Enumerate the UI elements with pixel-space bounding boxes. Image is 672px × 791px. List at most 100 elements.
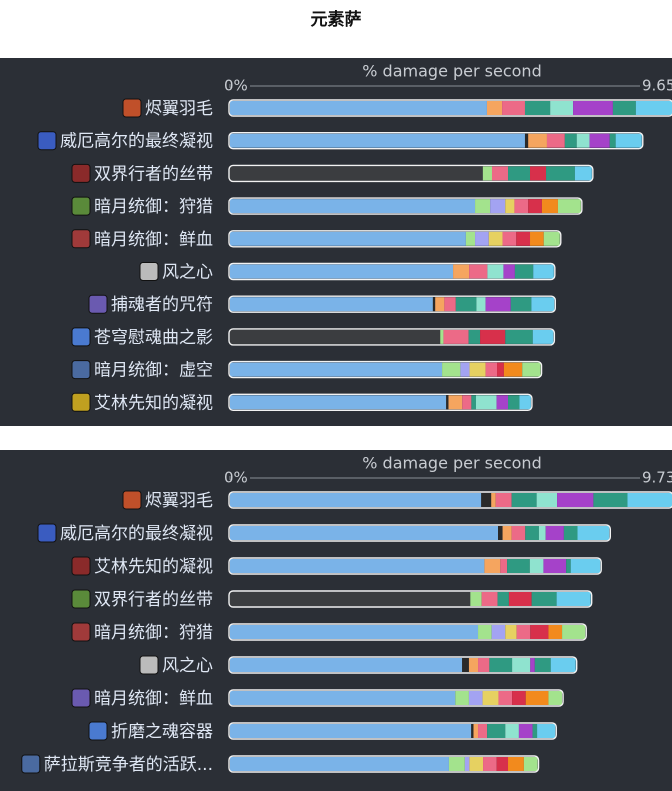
bar-segment	[482, 166, 492, 181]
bar-segment	[491, 166, 509, 181]
bar-segment	[482, 691, 499, 705]
bar-segment	[562, 625, 586, 639]
bar-segment	[530, 231, 544, 246]
bar-segment	[489, 658, 513, 672]
bar-segment	[487, 724, 506, 738]
bar-segment	[230, 362, 443, 377]
bar-segment	[516, 625, 531, 639]
bar-segment	[512, 691, 526, 705]
item-icon	[71, 556, 91, 576]
item-icon	[139, 262, 159, 281]
bar-segment	[528, 133, 547, 148]
bar-segment	[475, 199, 491, 214]
bar-segment	[530, 625, 549, 639]
item-icon	[71, 622, 91, 642]
bar-segment	[473, 724, 479, 738]
bar-segment	[505, 625, 517, 639]
bar-outline	[228, 262, 556, 281]
bar-segment	[230, 625, 479, 639]
bar-segment	[230, 526, 499, 540]
bar-segment	[502, 526, 512, 540]
bar-segment	[230, 592, 471, 606]
bar-segment	[478, 658, 490, 672]
bar-segment	[470, 592, 482, 606]
category-label: 苍穹慰魂曲之影	[94, 328, 213, 348]
bar-segment	[538, 526, 546, 540]
bar-segment	[548, 625, 563, 639]
item-icon	[37, 523, 57, 543]
bar-segment	[462, 395, 472, 410]
bar-outline	[228, 623, 587, 641]
bar-segment	[557, 493, 594, 507]
bar-segment	[471, 395, 476, 410]
item-icon	[122, 98, 142, 118]
item-icon	[139, 655, 159, 675]
bar-segment	[230, 264, 454, 279]
category-label: 双界行者的丝带	[94, 164, 213, 184]
bar-segment	[573, 101, 613, 115]
bar-segment	[469, 757, 484, 771]
item-icon	[71, 589, 91, 609]
bar-segment	[574, 166, 592, 181]
bar-segment	[505, 329, 533, 344]
bar-segment	[627, 493, 672, 507]
bar-segment	[486, 101, 503, 115]
bar-segment	[570, 559, 601, 573]
bar-segment	[550, 658, 576, 672]
bar-segment	[484, 559, 501, 573]
bar-segment	[487, 264, 504, 279]
bar-segment	[589, 133, 610, 148]
item-icon	[71, 688, 91, 708]
bar-segment	[491, 493, 496, 507]
bar-outline	[228, 230, 562, 248]
bar-segment	[230, 395, 447, 410]
bar-outline	[228, 328, 556, 346]
bar-segment	[609, 133, 616, 148]
bar-outline	[228, 393, 533, 411]
bar-segment	[563, 526, 578, 540]
bar-segment	[483, 757, 497, 771]
bar-segment	[230, 297, 433, 312]
bar-outline	[228, 360, 543, 379]
bar-outline	[228, 99, 672, 117]
bar-outline	[228, 557, 602, 575]
bar-segment	[548, 691, 563, 705]
bar-segment	[453, 264, 470, 279]
bar-segment	[230, 133, 525, 148]
category-label: 威厄高尔的最终凝视	[60, 524, 213, 544]
bar-outline	[228, 164, 594, 183]
page-title: 元素萨	[311, 9, 362, 30]
bar-segment	[481, 493, 492, 507]
bar-segment	[508, 166, 531, 181]
bar-segment	[440, 329, 444, 344]
bar-segment	[508, 757, 524, 771]
bar-segment	[475, 395, 497, 410]
bar-segment	[525, 691, 549, 705]
bar-segment	[508, 592, 532, 606]
category-label: 暗月统御：虚空	[94, 361, 213, 381]
bar-segment	[529, 559, 544, 573]
bar-segment	[432, 297, 436, 312]
bar-segment	[533, 264, 554, 279]
bar-segment	[496, 395, 509, 410]
bar-segment	[460, 362, 470, 377]
bar-segment	[230, 231, 466, 246]
bar-segment	[514, 264, 534, 279]
bar-segment	[455, 297, 477, 312]
item-icon	[71, 327, 91, 347]
bar-segment	[507, 559, 530, 573]
bar-segment	[531, 592, 557, 606]
bar-segment	[516, 231, 531, 246]
bar-segment	[512, 658, 531, 672]
bar-segment	[531, 297, 555, 312]
bar-segment	[478, 724, 488, 738]
bar-segment	[532, 329, 554, 344]
category-label: 烬翼羽毛	[145, 491, 213, 511]
bar-segment	[593, 493, 628, 507]
bar-segment	[615, 133, 642, 148]
category-label: 捕魂者的咒符	[111, 295, 213, 315]
item-icon	[37, 131, 57, 151]
bar-segment	[534, 658, 551, 672]
bar-segment	[230, 199, 476, 214]
bar-outline	[228, 590, 593, 608]
